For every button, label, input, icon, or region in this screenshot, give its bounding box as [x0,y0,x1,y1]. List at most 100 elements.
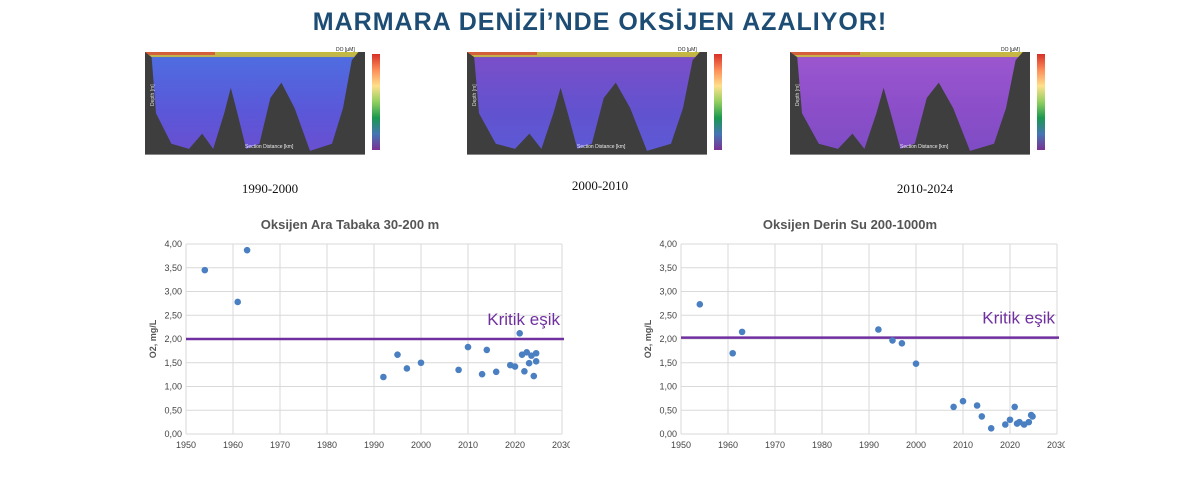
section-distance-label: Section Distance [km] [900,144,949,150]
scatter-chart-deep: 1950 1960 1970 1980 1990 2000 2010 2020 2030 0,00… [643,239,1065,450]
section-baseline [145,154,365,155]
data-point [1011,403,1018,411]
y-tick-label: 1,50 [659,358,677,368]
data-point [525,359,533,367]
y-tick-label: 2,00 [659,334,677,344]
x-tick-label: 2000 [411,440,431,450]
x-tick-label: 1970 [270,440,290,450]
chart-title-left: Oksijen Ara Tabaka 30-200 m [260,217,440,232]
section-surface-band [145,52,365,57]
data-point [464,343,472,351]
y-tick-label: 1,00 [164,382,182,392]
section-color-bar [372,54,380,150]
section-period-label-1: 1990-2000 [241,181,299,196]
page-title: MARMARA DENİZİ’NDE OKSİJEN AZALIYOR! [312,8,888,36]
section-surface-warm [145,52,215,55]
x-tick-label: 1960 [223,440,243,450]
section-surface-band [790,52,1030,57]
section-water [790,52,1030,154]
x-tick-label: 2010 [458,440,478,450]
y-axis-label: O2, mg/L [148,319,158,358]
scatter-chart-intermediate: 1950 1960 1970 1980 1990 2000 2010 2020 2030 0,00… [148,239,570,450]
section-baseline [790,154,1030,155]
y-tick-label: 3,50 [164,263,182,273]
data-point [1025,418,1033,426]
x-tick-label: 1980 [317,440,337,450]
section-panel-1: DO [µM] Depth [m] Section Distance [km] [145,47,380,155]
data-point [417,359,425,367]
y-tick-label: 2,50 [164,310,182,320]
data-point [875,326,882,333]
x-tick-label: 1960 [718,440,738,450]
chart-title-right: Oksijen Derin Su 200-1000m [762,217,938,232]
x-tick-label: 2000 [906,440,926,450]
x-tick-label: 2020 [505,440,525,450]
section-color-bar [714,54,722,150]
data-point [530,372,538,380]
data-point [523,349,531,356]
data-point [532,358,540,365]
data-point [1029,413,1036,420]
section-surface-warm [790,52,860,55]
data-point [492,368,500,376]
section-surface-band [467,52,707,57]
data-point [987,425,995,432]
x-tick-label: 1950 [671,440,691,450]
threshold-label: Kritik eşik [487,310,560,329]
data-point [483,346,491,354]
data-point [973,402,981,409]
section-depth-label: Depth [m] [150,84,156,106]
data-point [738,328,746,336]
threshold-label: Kritik eşik [982,309,1055,328]
section-variable-label: DO [µM] [678,47,697,53]
data-point [729,349,736,357]
data-point [380,373,387,381]
y-tick-label: 1,00 [659,382,677,392]
data-point [511,363,519,370]
y-tick-label: 2,00 [164,334,182,344]
x-tick-label: 1980 [812,440,832,450]
data-point [1002,421,1009,428]
x-tick-label: 1990 [364,440,384,450]
y-tick-label: 4,00 [659,239,677,249]
section-depth-label: Depth [m] [472,84,478,106]
y-tick-label: 0,00 [164,429,182,439]
data-point [521,368,528,375]
section-distance-label: Section Distance [km] [245,144,294,150]
section-variable-label: DO [µM] [1001,47,1020,53]
x-tick-label: 1970 [765,440,785,450]
data-point [1006,416,1014,424]
y-tick-label: 3,50 [659,263,677,273]
data-point [696,301,704,308]
data-point [455,366,462,374]
x-tick-label: 1950 [176,440,196,450]
section-surface-warm [467,52,537,55]
section-water [145,52,365,154]
data-point [478,370,486,378]
x-tick-label: 1990 [859,440,879,450]
section-period-label-2: 2000-2010 [571,178,629,193]
y-tick-label: 0,50 [659,405,677,415]
section-bathymetry [145,52,365,154]
y-tick-label: 3,00 [659,287,677,297]
data-point [532,349,540,357]
x-tick-label: 2030 [552,440,570,450]
data-point [959,397,967,405]
data-point [898,339,906,347]
section-panel-3: DO [µM] Depth [m] Section Distance [km] [790,47,1045,155]
y-tick-label: 0,50 [164,405,182,415]
x-tick-label: 2020 [1000,440,1020,450]
data-point [950,403,957,411]
section-bathymetry [467,52,707,154]
y-axis-label: O2, mg/L [643,319,653,358]
x-tick-label: 2030 [1047,440,1065,450]
x-tick-label: 2010 [953,440,973,450]
section-bathymetry [790,52,1030,154]
y-tick-label: 1,50 [164,358,182,368]
data-point [243,246,251,254]
y-tick-label: 4,00 [164,239,182,249]
section-distance-label: Section Distance [km] [577,144,626,150]
data-point [516,330,523,337]
section-period-label-3: 2010-2024 [896,181,954,196]
data-point [201,266,209,274]
